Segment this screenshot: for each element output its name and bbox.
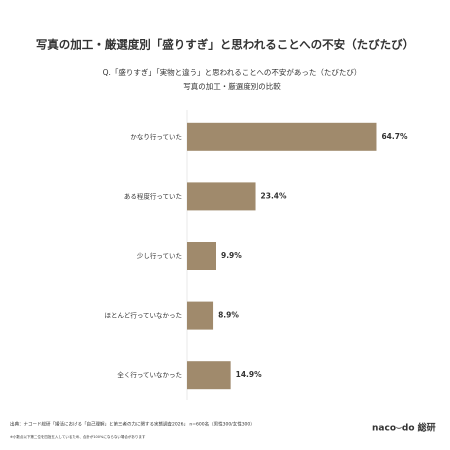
chart-subtitle: 写真の加工・厳選度別の比較 (183, 81, 281, 91)
data-label: 23.4% (261, 191, 288, 200)
chart-subtitle: Q.「盛りすぎ」「実物と違う」と思われることへの不安があった（たびたび） (103, 67, 362, 77)
y-tick-label: 全く行っていなかった (117, 370, 182, 379)
logo: naco⌣do 総研 (372, 422, 436, 434)
data-label: 9.9% (221, 251, 242, 260)
bar (187, 182, 256, 211)
note: ※小数点以下第二位を四捨五入しているため、合計が100%にならない場合があります (10, 434, 146, 439)
bar (187, 122, 377, 151)
y-tick-label: ほとんど行っていなかった (105, 311, 182, 320)
data-label: 14.9% (236, 370, 263, 379)
source: 出典：ナコード総研「婚活における「自己理解」と第三者の力に関する実態調査2026… (10, 421, 255, 428)
bar (187, 301, 214, 330)
y-tick-label: ある程度行っていた (124, 191, 182, 200)
bar (187, 361, 231, 390)
data-label: 8.9% (218, 311, 239, 320)
bar (187, 242, 216, 270)
y-tick-label: 少し行っていた (137, 251, 182, 260)
data-label: 64.7% (381, 132, 408, 141)
y-tick-label: かなり行っていた (130, 132, 182, 141)
chart-title: 写真の加工・厳選度別「盛りすぎ」と思われることへの不安（たびたび） (36, 38, 414, 52)
